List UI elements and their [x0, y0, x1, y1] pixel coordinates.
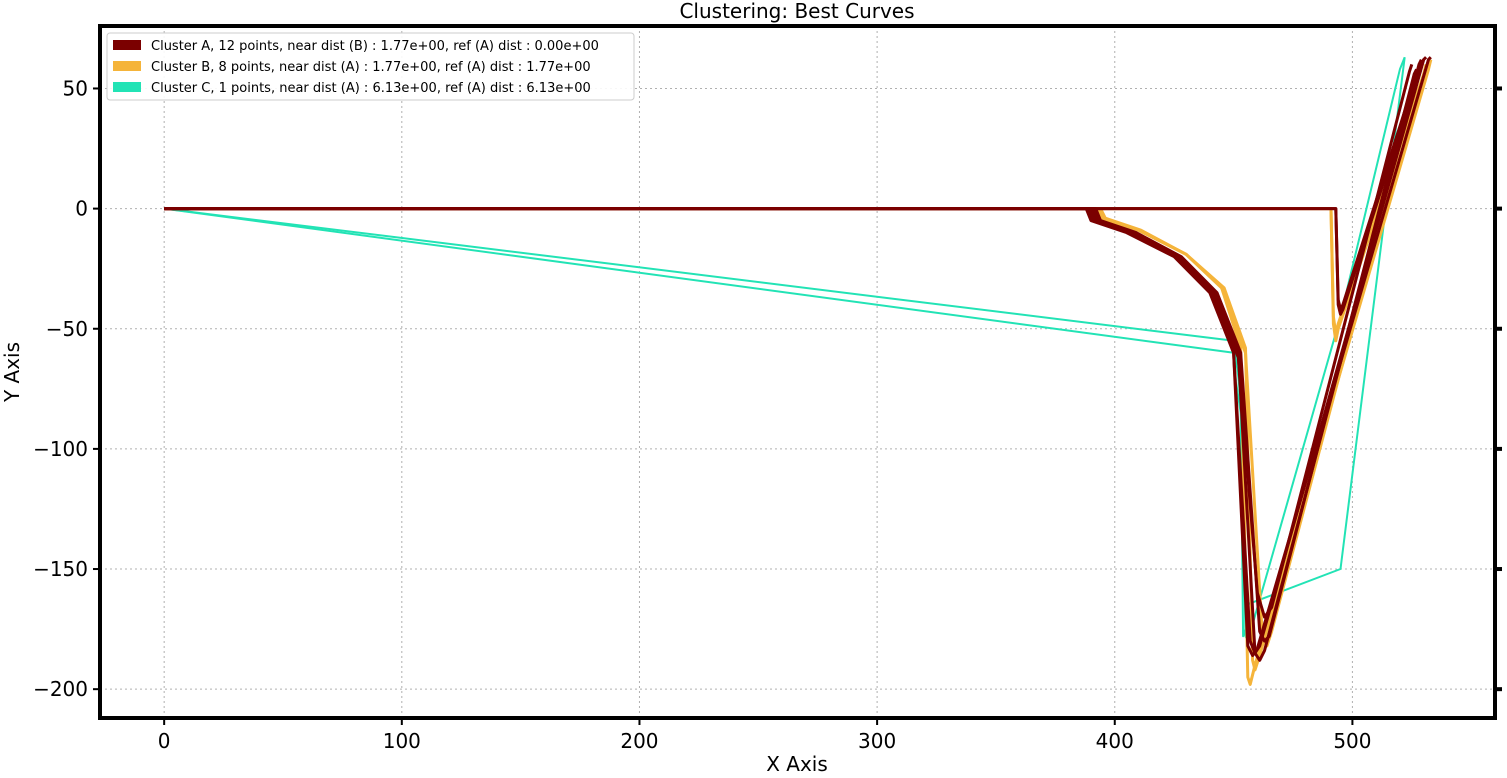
cluster-c-curve	[164, 56, 1406, 643]
legend: Cluster A, 12 points, near dist (B) : 1.…	[106, 32, 635, 101]
x-tick-label: 500	[1333, 729, 1371, 753]
cluster-a-curve	[164, 68, 1421, 311]
legend-swatch	[113, 40, 141, 50]
x-tick-label: 300	[858, 729, 896, 753]
legend-swatch	[113, 61, 141, 71]
cluster-c-curve	[164, 57, 1406, 638]
cluster-b-curve	[164, 64, 1423, 648]
plot-frame	[98, 24, 1497, 720]
x-axis-title: X Axis	[766, 752, 828, 776]
x-tick-label: 200	[620, 729, 658, 753]
legend-swatch	[113, 82, 141, 92]
y-tick-label: −100	[33, 437, 88, 461]
y-tick-label: 0	[75, 197, 88, 221]
chart-title: Clustering: Best Curves	[679, 0, 914, 23]
y-tick-label: 50	[63, 76, 88, 100]
cluster-a-curve	[164, 68, 1418, 643]
cluster-b-curve	[164, 59, 1430, 343]
x-tick-label: 400	[1096, 729, 1134, 753]
y-tick-label: −50	[46, 317, 88, 341]
x-tick-label: 100	[383, 729, 421, 753]
cluster-b-curve	[164, 64, 1428, 672]
y-tick-label: −200	[33, 677, 88, 701]
legend-box	[106, 32, 635, 101]
legend-label: Cluster C, 1 points, near dist (A) : 6.1…	[151, 81, 591, 96]
legend-label: Cluster B, 8 points, near dist (A) : 1.7…	[151, 60, 591, 75]
gridlines	[100, 26, 1495, 718]
series-lines	[164, 56, 1433, 686]
x-tick-label: 0	[158, 729, 171, 753]
legend-label: Cluster A, 12 points, near dist (B) : 1.…	[151, 39, 599, 54]
y-axis-title: Y Axis	[0, 342, 24, 403]
y-tick-label: −150	[33, 557, 88, 581]
cluster-a-curve	[164, 63, 1414, 619]
